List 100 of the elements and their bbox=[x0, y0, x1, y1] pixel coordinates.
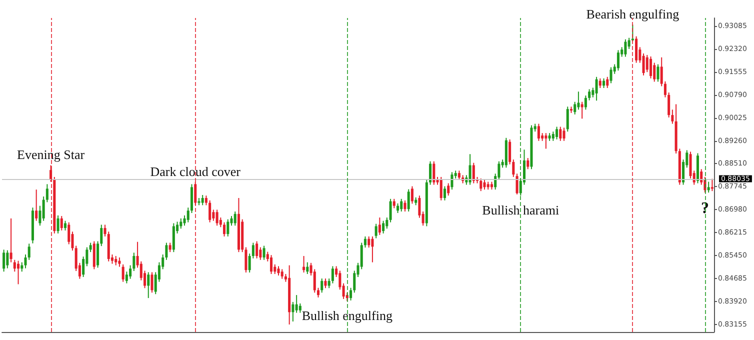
candlestick bbox=[389, 198, 392, 223]
candlestick bbox=[20, 262, 24, 272]
candlestick bbox=[204, 195, 208, 206]
candlestick bbox=[295, 294, 298, 314]
candlestick bbox=[606, 76, 609, 89]
annotation: Bullish harami bbox=[482, 202, 560, 218]
candlestick bbox=[125, 271, 128, 284]
candlestick bbox=[574, 101, 576, 115]
candlestick bbox=[646, 54, 648, 73]
candlestick bbox=[374, 223, 378, 239]
candlestick bbox=[226, 218, 230, 237]
candlestick bbox=[392, 198, 396, 209]
candlestick bbox=[147, 272, 150, 299]
candlestick bbox=[595, 76, 598, 102]
candlestick bbox=[566, 106, 569, 132]
candlestick bbox=[537, 123, 540, 142]
candlestick bbox=[35, 189, 38, 222]
candlestick bbox=[114, 255, 118, 266]
candlestick bbox=[280, 268, 284, 280]
candlestick bbox=[298, 302, 302, 314]
candlestick bbox=[443, 186, 446, 201]
candlestick bbox=[306, 262, 309, 275]
candlestick bbox=[458, 170, 460, 180]
candlestick bbox=[450, 172, 454, 190]
candlestick bbox=[580, 101, 584, 120]
candlestick bbox=[472, 162, 475, 184]
candlestick bbox=[302, 255, 306, 274]
candlestick bbox=[6, 250, 9, 269]
candlestick bbox=[642, 52, 645, 76]
candlestick bbox=[324, 278, 327, 289]
candlestick bbox=[60, 216, 63, 231]
candlestick bbox=[208, 200, 212, 223]
candlestick bbox=[480, 178, 482, 192]
candlestick bbox=[562, 127, 566, 142]
candlestick bbox=[526, 158, 530, 170]
candlestick bbox=[270, 254, 273, 275]
candlestick bbox=[56, 214, 60, 234]
candlestick bbox=[216, 209, 218, 226]
annotation: Evening Star bbox=[17, 147, 86, 162]
candlestick bbox=[616, 50, 620, 72]
candlestick bbox=[118, 256, 121, 268]
candlestick bbox=[122, 264, 124, 282]
candlestick bbox=[262, 245, 266, 260]
candlestick bbox=[150, 272, 154, 294]
candlestick bbox=[429, 160, 432, 186]
candlestick bbox=[223, 222, 226, 237]
candlestick bbox=[382, 220, 385, 234]
candlestick bbox=[544, 132, 548, 150]
candlestick bbox=[168, 242, 172, 253]
candlestick bbox=[559, 126, 562, 142]
annotation: Bearish engulfing bbox=[586, 6, 680, 22]
candlestick bbox=[368, 236, 370, 248]
candlestick bbox=[371, 236, 374, 263]
candlestick bbox=[201, 194, 204, 206]
candlestick bbox=[10, 218, 12, 263]
candlestick bbox=[552, 131, 554, 142]
candlestick bbox=[556, 126, 558, 140]
candlestick bbox=[234, 211, 236, 226]
candlestick bbox=[649, 56, 652, 79]
candlestick bbox=[92, 240, 96, 270]
candlestick bbox=[656, 64, 660, 82]
candlestick bbox=[602, 78, 606, 89]
candlestick bbox=[610, 66, 612, 84]
annotation: ? bbox=[700, 200, 709, 218]
candlestick bbox=[410, 186, 414, 204]
candlestick bbox=[577, 91, 580, 110]
candlestick bbox=[256, 240, 258, 259]
candlestick bbox=[584, 95, 587, 110]
candlestick bbox=[89, 242, 92, 253]
annotation: Bullish engulfing bbox=[302, 308, 393, 324]
candlestick bbox=[404, 200, 406, 212]
candlestick bbox=[386, 217, 388, 230]
candlestick bbox=[292, 301, 294, 322]
candlestick bbox=[331, 266, 334, 284]
candlestick bbox=[172, 222, 175, 253]
candlestick bbox=[668, 92, 670, 118]
candlestick bbox=[396, 202, 400, 214]
candlestick bbox=[320, 278, 324, 294]
candlestick bbox=[64, 220, 67, 231]
candlestick bbox=[313, 268, 316, 294]
candlestick bbox=[68, 222, 70, 245]
candlestick bbox=[624, 38, 627, 58]
candlestick bbox=[468, 154, 472, 186]
annotation: Dark cloud cover bbox=[150, 164, 242, 179]
candlestick bbox=[432, 160, 436, 186]
candlestick bbox=[710, 178, 714, 192]
candlestick bbox=[400, 198, 403, 212]
candlestick bbox=[483, 179, 486, 190]
candlestick bbox=[588, 88, 591, 101]
candlestick bbox=[407, 188, 410, 212]
candlestick bbox=[17, 260, 20, 285]
candlestick bbox=[635, 36, 638, 64]
candlestick bbox=[378, 217, 381, 236]
candlestick bbox=[277, 266, 280, 276]
candlestick bbox=[516, 173, 518, 195]
candlestick bbox=[13, 259, 16, 272]
candlestick bbox=[598, 78, 602, 89]
candlestick bbox=[447, 182, 450, 196]
candlestick bbox=[440, 176, 442, 201]
candlestick bbox=[180, 218, 182, 230]
